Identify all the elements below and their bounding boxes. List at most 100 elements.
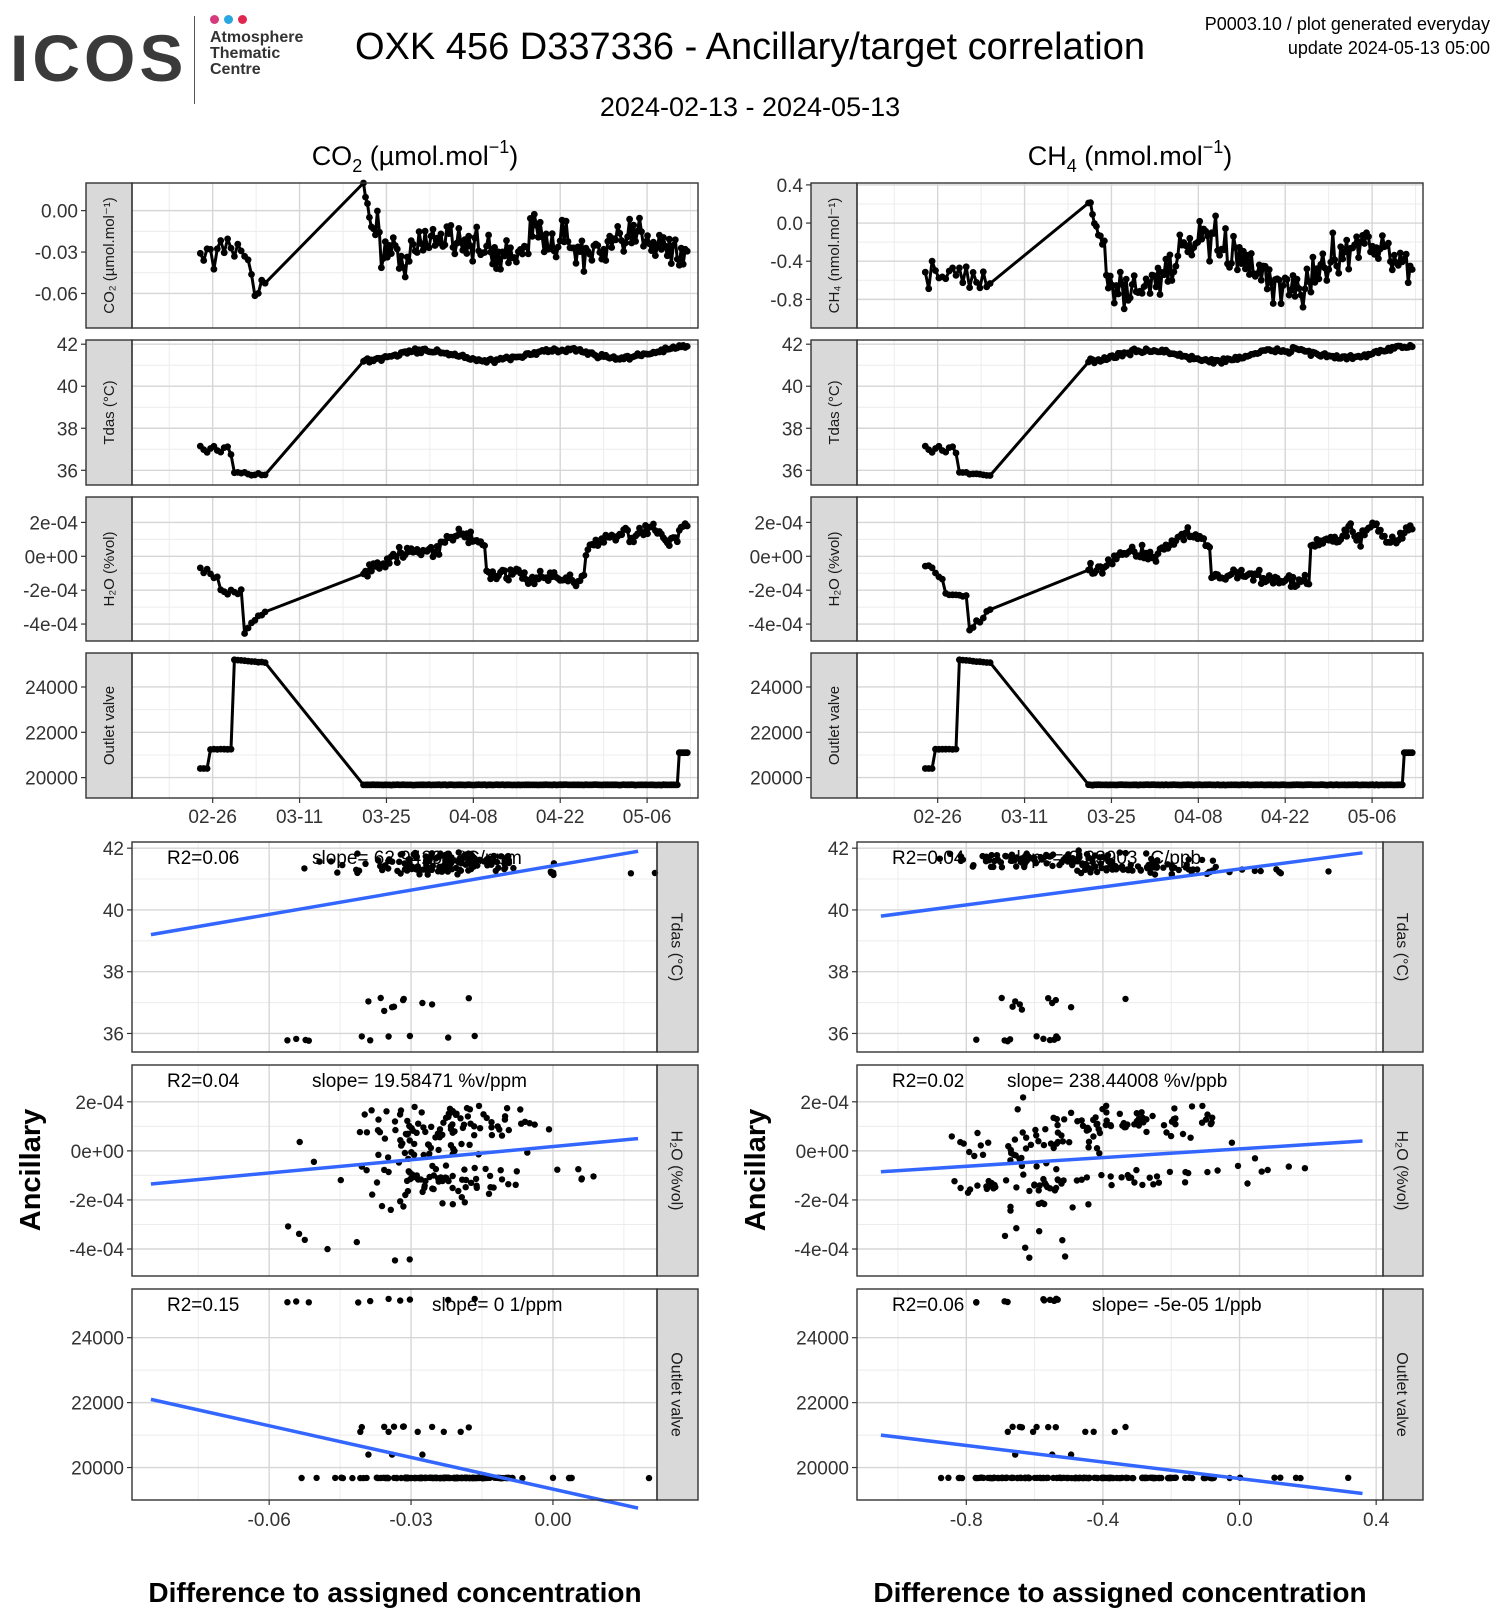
y-tick-label: 36 <box>103 1024 124 1045</box>
scatter-point <box>1016 1001 1023 1008</box>
scatter-point <box>296 1138 303 1146</box>
scatter-point <box>482 1165 489 1173</box>
scatter-point <box>1204 1168 1211 1176</box>
data-point <box>196 249 204 257</box>
data-point <box>612 236 620 244</box>
data-point <box>1277 300 1285 308</box>
scatter-point <box>497 853 505 860</box>
regression-line <box>880 1139 1363 1174</box>
scatter-point <box>361 1111 368 1118</box>
data-point <box>376 228 383 236</box>
data-point <box>362 193 369 201</box>
data-point <box>1116 268 1124 276</box>
data-point <box>679 260 687 268</box>
scatter-point <box>1012 998 1019 1005</box>
data-point <box>507 244 514 252</box>
scatter-point <box>983 1183 990 1190</box>
scatter-point <box>443 865 450 872</box>
scatter-point <box>1198 856 1206 864</box>
timeseries-panel: Tdas (°C) 42 40 38 36 <box>57 335 699 486</box>
scatter-point <box>385 1168 392 1176</box>
data-point <box>1174 252 1182 260</box>
scatter-point <box>1124 866 1131 873</box>
scatter-point <box>419 999 426 1007</box>
scatter-point <box>324 1245 331 1253</box>
data-point <box>1279 282 1287 289</box>
data-point <box>1099 569 1106 577</box>
scatter-point <box>1154 857 1161 864</box>
y-tick-label: 2e-04 <box>800 1093 849 1114</box>
scatter-point <box>355 1299 362 1306</box>
scatter-point <box>456 866 463 873</box>
data-point <box>648 247 655 255</box>
data-point <box>465 232 473 240</box>
data-point <box>1381 532 1388 540</box>
panel-frame <box>856 841 1384 1053</box>
scatter-point <box>390 1423 398 1430</box>
scatter-point <box>1147 869 1154 876</box>
y-tick-label: 2e-04 <box>75 1093 124 1114</box>
scatter-point <box>408 1149 415 1156</box>
scatter-point <box>1050 1474 1057 1482</box>
scatter-point <box>1271 1474 1278 1481</box>
panel-frame <box>131 339 699 486</box>
scatter-point <box>447 1123 455 1130</box>
scatter-point <box>467 1179 475 1187</box>
strip-box <box>656 841 699 1053</box>
scatter-point <box>375 1151 382 1159</box>
regression-line <box>880 851 1363 918</box>
data-point <box>673 255 681 263</box>
scatter-point <box>338 1474 345 1481</box>
y-tick-label: -2e-04 <box>794 1191 849 1212</box>
scatter-point <box>1051 1297 1058 1305</box>
data-point <box>663 252 671 260</box>
data-point <box>962 263 970 271</box>
data-point <box>976 284 984 292</box>
scatter-point <box>377 994 384 1002</box>
data-point <box>497 265 504 273</box>
scatter-point <box>440 1119 447 1126</box>
y-tick-label: 38 <box>782 419 803 440</box>
data-point <box>1387 258 1394 265</box>
scatter-point <box>936 855 943 862</box>
logo-dot-1 <box>210 15 219 24</box>
scatter-point <box>1066 1139 1073 1146</box>
data-point <box>618 531 626 539</box>
scatter-point <box>411 1140 418 1148</box>
data-point <box>1220 246 1227 254</box>
scatter-point <box>976 1474 984 1482</box>
regression-line <box>150 1136 639 1186</box>
scatter-point <box>957 1184 964 1192</box>
logo-dot-3 <box>238 15 247 24</box>
x-tick-label: -0.4 <box>1087 1510 1120 1531</box>
scatter-point <box>1194 866 1201 873</box>
scatter-point <box>1085 1201 1092 1208</box>
scatter-point <box>1209 1114 1216 1121</box>
y-tick-label: 2e-04 <box>754 513 803 534</box>
scatter-point <box>1003 853 1010 860</box>
data-point <box>530 580 538 588</box>
regression-line <box>880 1433 1363 1496</box>
scatter-point <box>411 1103 418 1111</box>
timeseries-panel: Outlet valve 24000 22000 20000 02-26 03-11 03-… <box>25 652 699 828</box>
slope-label: slope= 0 1/ppm <box>432 1295 562 1316</box>
data-point <box>986 280 994 287</box>
data-point <box>415 228 423 236</box>
data-point <box>451 250 459 258</box>
data-point <box>364 572 371 580</box>
panel-frame <box>856 652 1424 799</box>
scatter-point <box>490 852 497 860</box>
timeseries-panel: CH₄ (nmol.mol⁻¹) 0.4 0.0 -0.4 -0.8 <box>770 176 1424 329</box>
data-point <box>938 575 946 583</box>
data-point <box>261 279 269 287</box>
data-point <box>1097 232 1104 240</box>
scatter-point <box>1032 860 1040 867</box>
scatter-point <box>1141 1474 1149 1482</box>
scatter-point <box>1007 1203 1014 1211</box>
data-point <box>441 241 449 249</box>
scatter-point <box>466 1141 473 1149</box>
data-point <box>1297 291 1305 299</box>
panel-background <box>132 1289 657 1500</box>
strip-box <box>810 652 858 799</box>
data-point <box>1309 253 1317 261</box>
